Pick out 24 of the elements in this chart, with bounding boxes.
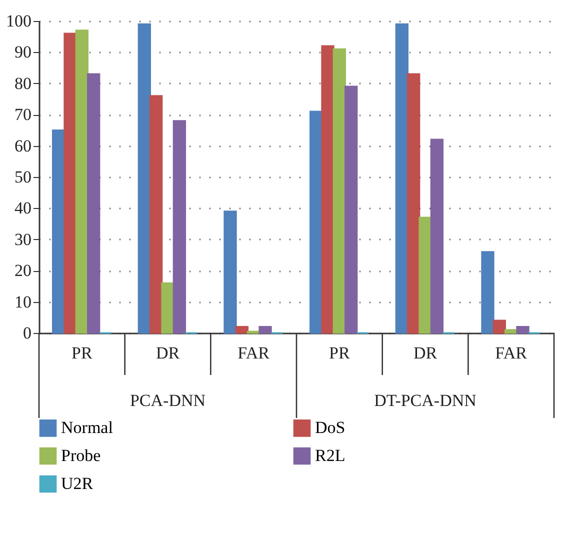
legend-label: U2R — [61, 474, 94, 493]
y-tick-label: 20 — [14, 261, 32, 280]
y-tick-label: 40 — [14, 198, 32, 218]
y-tick-label: 80 — [14, 74, 32, 93]
legend-label: R2L — [315, 446, 346, 465]
y-tick-label: 50 — [14, 168, 32, 186]
text: DT-PCA-DNN — [374, 391, 476, 410]
x-tick-label: PR — [329, 344, 350, 362]
y-tick-label: 30 — [14, 230, 32, 249]
x-tick-label: FAR — [495, 344, 528, 362]
y-tick-label: 100 — [6, 12, 32, 30]
legend-label: Normal — [61, 418, 114, 438]
y-tick-label: 90 — [14, 42, 32, 62]
x-tick-label: PR — [72, 344, 93, 362]
text: PCA-DNN — [130, 391, 206, 410]
y-tick-label: 0 — [23, 324, 32, 342]
x-tick-label: DR — [413, 344, 438, 362]
y-tick-label: 60 — [14, 136, 32, 156]
legend-label: DoS — [315, 418, 346, 438]
legend-label: Probe — [61, 446, 101, 465]
y-tick-label: 70 — [14, 105, 32, 124]
y-tick-label: 10 — [14, 292, 32, 312]
x-tick-label: FAR — [238, 344, 270, 362]
x-tick-label: DR — [156, 344, 180, 362]
